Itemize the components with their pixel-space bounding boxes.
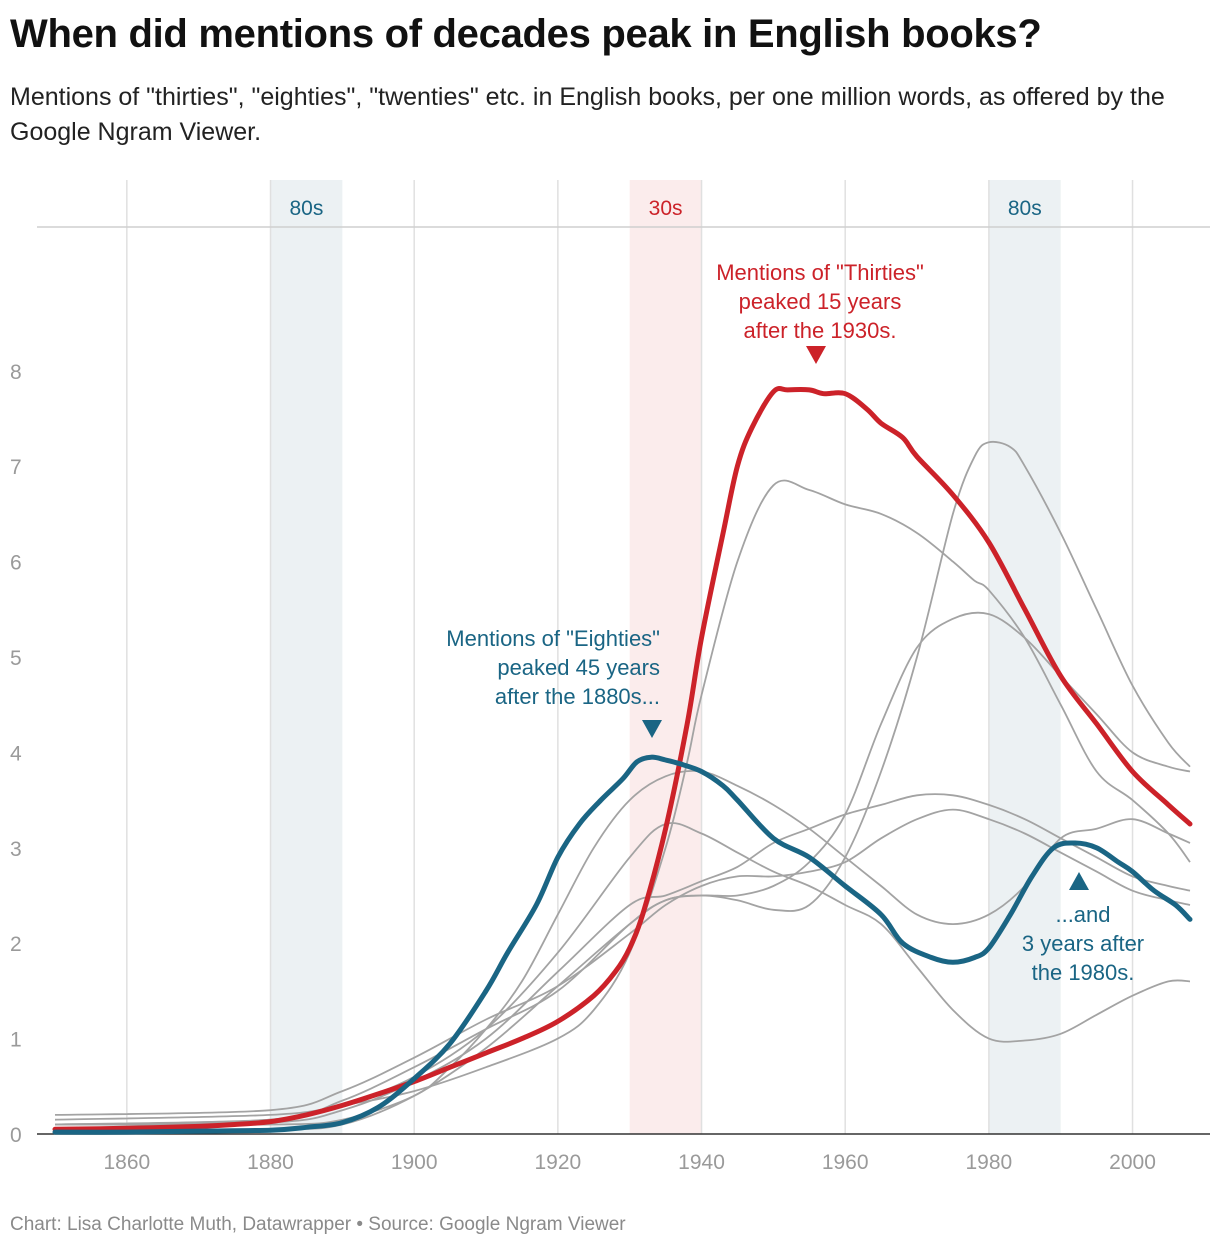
y-tick-label: 5 xyxy=(10,647,22,670)
band-label: 30s xyxy=(649,197,683,220)
x-tick-label: 1860 xyxy=(103,1151,150,1174)
annotation-line: the 1980s. xyxy=(1032,960,1135,985)
annotation-line: after the 1880s... xyxy=(495,684,660,709)
chart-title: When did mentions of decades peak in Eng… xyxy=(10,12,1042,56)
x-tick-label: 1960 xyxy=(822,1151,869,1174)
y-tick-label: 4 xyxy=(10,742,22,765)
series-line-other-decade-g xyxy=(54,440,1191,1131)
annotation-line: after the 1930s. xyxy=(744,318,897,343)
highlight-lines xyxy=(52,385,1193,1135)
annotation-arrow-icon xyxy=(642,720,662,738)
y-tick-label: 1 xyxy=(10,1029,22,1052)
x-tick-label: 1920 xyxy=(534,1151,581,1174)
y-tick-label: 6 xyxy=(10,552,22,575)
band-label: 80s xyxy=(1008,197,1042,220)
y-tick-label: 0 xyxy=(10,1124,22,1147)
annotation-arrow-icon xyxy=(1069,872,1089,890)
x-tick-label: 2000 xyxy=(1109,1151,1156,1174)
x-gridlines xyxy=(126,180,1134,1134)
x-tick-label: 1900 xyxy=(391,1151,438,1174)
annotation-arrow-icon xyxy=(806,346,826,364)
chart-subtitle: Mentions of "thirties", "eighties", "twe… xyxy=(10,83,1165,146)
decade-bands xyxy=(270,180,1061,1134)
y-axis-ticks: 0 1 2 3 4 5 6 7 8 xyxy=(10,361,22,1147)
annotation-line: Mentions of "Eighties" xyxy=(446,626,660,651)
annotation-line: Mentions of "Thirties" xyxy=(716,260,924,285)
decade-band-30s xyxy=(629,180,702,1134)
y-tick-label: 8 xyxy=(10,361,22,384)
band-labels: 80s 30s 80s xyxy=(289,197,1041,220)
series-line-eighties xyxy=(52,754,1193,1135)
annotation-3: ...and 3 years after the 1980s. xyxy=(1022,902,1144,985)
annotation-line: peaked 45 years xyxy=(497,655,660,680)
x-tick-label: 1880 xyxy=(247,1151,294,1174)
y-tick-label: 7 xyxy=(10,456,22,479)
x-tick-label: 1940 xyxy=(678,1151,725,1174)
annotations: Mentions of "Thirties" peaked 15 years aft… xyxy=(446,260,1144,985)
annotation-2: Mentions of "Eighties" peaked 45 years aft… xyxy=(446,626,660,709)
y-tick-label: 2 xyxy=(10,933,22,956)
x-axis-ticks: 1860 1880 1900 1920 1940 1960 1980 2000 xyxy=(103,1151,1155,1174)
decade-band-80s xyxy=(270,180,343,1134)
annotation-line: 3 years after xyxy=(1022,931,1144,956)
annotation-1: Mentions of "Thirties" peaked 15 years aft… xyxy=(716,260,924,343)
series-line-thirties xyxy=(52,385,1193,1132)
x-tick-label: 1980 xyxy=(966,1151,1013,1174)
annotation-line: peaked 15 years xyxy=(739,289,902,314)
band-label: 80s xyxy=(289,197,323,220)
y-tick-label: 3 xyxy=(10,838,22,861)
chart-footer: Chart: Lisa Charlotte Muth, Datawrapper … xyxy=(10,1214,626,1235)
series-line-other-decade-f xyxy=(54,479,1191,1121)
annotation-line: ...and xyxy=(1055,902,1110,927)
